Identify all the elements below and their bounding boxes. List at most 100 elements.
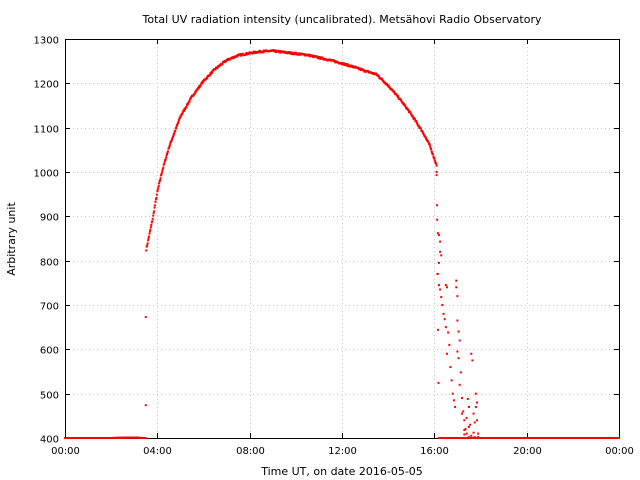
data-point: [274, 49, 277, 52]
data-point: [427, 140, 430, 143]
data-point: [168, 145, 171, 148]
data-point: [459, 371, 462, 374]
data-point: [187, 101, 190, 104]
data-point: [144, 315, 147, 318]
data-point: [333, 59, 336, 62]
data-point: [153, 206, 156, 209]
data-point: [289, 51, 292, 54]
data-point: [618, 437, 620, 439]
data-point: [151, 220, 154, 223]
data-point: [290, 51, 293, 54]
y-tick-label: 500: [40, 391, 59, 402]
data-point: [341, 63, 344, 66]
data-point: [164, 158, 167, 161]
data-point: [168, 144, 171, 147]
data-point: [469, 423, 472, 426]
y-tick-label: 800: [40, 258, 59, 269]
data-point: [155, 196, 158, 199]
data-point: [437, 328, 440, 331]
data-point: [202, 80, 205, 83]
data-point: [149, 228, 152, 231]
data-point: [457, 330, 460, 333]
y-tick-label: 700: [40, 302, 59, 313]
data-point: [199, 84, 202, 87]
data-point: [454, 405, 457, 408]
data-point: [244, 53, 247, 56]
x-tick-label: 00:00: [51, 446, 80, 457]
data-point: [472, 412, 475, 415]
data-point: [467, 425, 470, 428]
data-point: [457, 357, 460, 360]
data-point: [441, 304, 444, 306]
data-point: [154, 204, 157, 207]
data-point: [177, 121, 180, 124]
data-point: [470, 352, 473, 355]
data-point: [433, 159, 436, 162]
data-point: [447, 331, 450, 334]
data-point: [251, 52, 254, 55]
data-point: [450, 379, 453, 382]
data-point: [449, 366, 452, 369]
data-point: [165, 156, 168, 159]
data-point: [436, 232, 439, 235]
data-point: [198, 85, 201, 88]
data-point: [436, 218, 439, 221]
data-point: [416, 122, 419, 125]
data-point: [410, 113, 413, 116]
data-point: [439, 240, 442, 243]
data-point: [157, 184, 160, 187]
data-point: [443, 318, 446, 321]
data-point: [476, 401, 479, 404]
data-point: [430, 148, 433, 151]
data-point: [340, 62, 343, 65]
data-point: [165, 154, 168, 157]
data-point: [153, 210, 156, 213]
data-point: [173, 131, 176, 134]
data-point: [176, 124, 179, 127]
data-point: [463, 433, 466, 436]
data-point: [293, 51, 296, 54]
data-point: [321, 56, 324, 59]
chart-grid: [65, 39, 619, 438]
x-tick-label: 16:00: [420, 446, 449, 457]
data-point: [147, 237, 150, 240]
data-point: [466, 397, 469, 400]
data-point: [444, 284, 447, 287]
data-point: [209, 73, 212, 76]
data-point: [148, 232, 151, 235]
data-point: [277, 50, 280, 53]
data-point: [436, 272, 439, 275]
data-point: [159, 177, 162, 180]
data-point: [148, 230, 151, 233]
data-point: [161, 167, 164, 170]
data-point: [429, 145, 432, 148]
y-tick-label: 400: [40, 435, 59, 446]
data-point: [163, 162, 166, 165]
data-point: [221, 62, 224, 65]
data-point: [440, 254, 443, 257]
data-point: [144, 404, 147, 407]
data-point: [455, 279, 458, 282]
data-point: [178, 117, 181, 120]
data-point: [472, 431, 475, 434]
data-point: [171, 137, 174, 140]
data-point: [419, 127, 422, 130]
data-point: [166, 151, 169, 154]
data-point: [477, 436, 480, 439]
data-point: [440, 296, 443, 299]
data-point: [151, 217, 154, 220]
data-point: [439, 250, 442, 253]
data-point: [471, 359, 474, 362]
data-point: [167, 147, 170, 150]
data-point: [148, 235, 151, 238]
data-point: [157, 186, 160, 189]
data-point: [186, 104, 189, 107]
data-point: [470, 434, 473, 437]
data-point: [158, 182, 161, 185]
data-point: [160, 174, 163, 177]
data-point: [407, 109, 410, 112]
data-point: [387, 84, 390, 87]
data-point: [474, 392, 477, 395]
data-point: [437, 381, 440, 384]
data-point: [166, 150, 169, 153]
